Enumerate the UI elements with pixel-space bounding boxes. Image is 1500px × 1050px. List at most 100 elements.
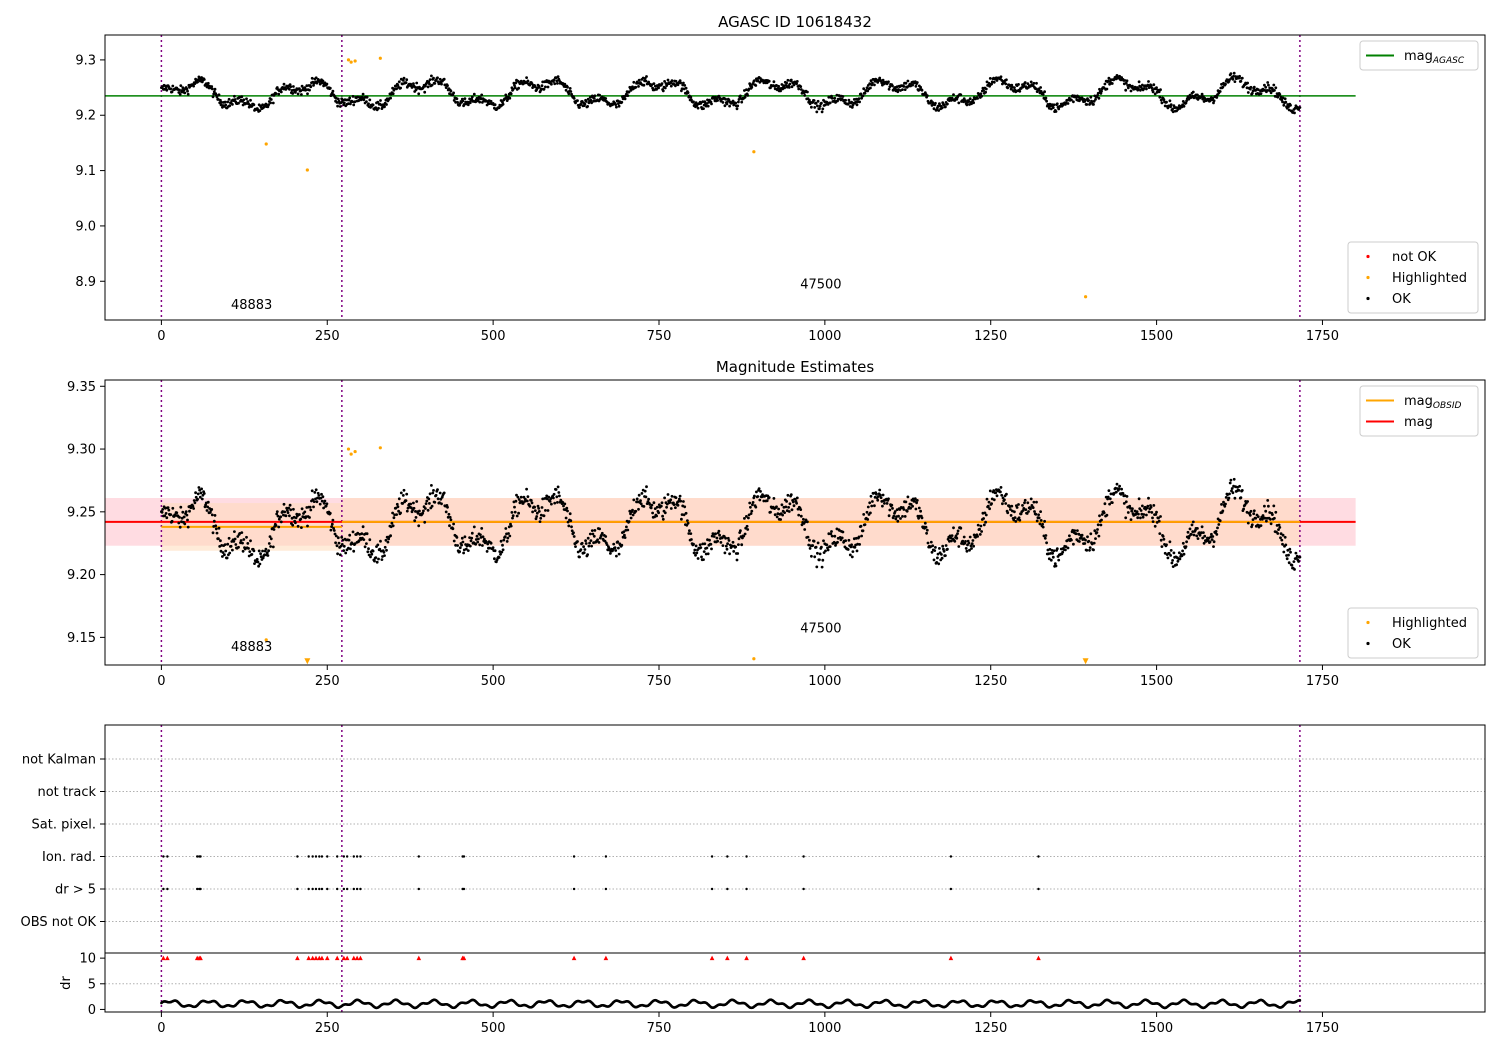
ok-point xyxy=(282,502,286,506)
ok-point xyxy=(417,524,421,528)
ok-point xyxy=(789,78,793,82)
ok-point xyxy=(1151,90,1155,94)
ok-point xyxy=(279,90,283,94)
ok-point xyxy=(1000,493,1004,497)
ok-point xyxy=(486,542,490,546)
ok-point xyxy=(857,97,861,100)
ok-point xyxy=(1273,89,1276,92)
ok-point xyxy=(1124,88,1128,92)
ok-point xyxy=(519,495,523,499)
ok-point xyxy=(982,523,986,527)
ok-point xyxy=(747,516,750,520)
ok-point xyxy=(590,544,593,548)
ok-point xyxy=(1142,513,1146,516)
ok-point xyxy=(689,95,693,99)
highlighted-point xyxy=(349,60,353,64)
obsid-label: 47500 xyxy=(800,277,841,292)
ok-point xyxy=(790,85,794,89)
ok-point xyxy=(982,89,985,92)
ok-point xyxy=(436,488,439,491)
ok-point xyxy=(525,499,529,503)
ok-point xyxy=(347,538,351,542)
flag-point xyxy=(166,855,169,858)
ok-point xyxy=(604,535,608,538)
ok-point xyxy=(699,102,703,105)
x-tick-label: 1750 xyxy=(1306,674,1339,689)
ok-point xyxy=(542,514,546,518)
ok-point xyxy=(1267,504,1270,508)
ok-point xyxy=(337,541,341,545)
ok-point xyxy=(1195,534,1199,538)
flag-point xyxy=(572,887,576,891)
ok-point xyxy=(920,516,924,520)
ok-point xyxy=(1188,93,1192,97)
ok-point xyxy=(423,520,427,524)
ok-point xyxy=(284,514,288,518)
ok-point xyxy=(797,87,801,91)
ok-point xyxy=(1231,491,1235,495)
ok-point xyxy=(272,528,276,531)
ok-point xyxy=(925,531,928,535)
ok-point xyxy=(303,86,307,89)
ok-point xyxy=(824,549,827,553)
ok-point xyxy=(816,551,819,555)
ok-point xyxy=(228,551,232,555)
ok-point xyxy=(661,517,665,521)
ok-point xyxy=(365,532,369,536)
flag-point xyxy=(710,887,714,891)
ok-point xyxy=(508,96,512,100)
ok-point xyxy=(333,532,337,536)
ok-point xyxy=(708,538,711,542)
ok-point xyxy=(1098,87,1101,91)
ok-point xyxy=(723,551,727,555)
ok-point xyxy=(1250,91,1254,95)
ok-point xyxy=(576,99,579,102)
ok-point xyxy=(698,543,702,547)
ok-point xyxy=(452,91,455,95)
ok-point xyxy=(814,545,818,549)
ok-point xyxy=(572,97,576,100)
ok-point xyxy=(1043,90,1046,94)
ok-point xyxy=(1131,507,1134,511)
ok-point xyxy=(1110,501,1114,504)
ok-point xyxy=(249,539,252,543)
ok-point xyxy=(404,499,408,502)
ok-point xyxy=(1284,100,1288,104)
ok-point xyxy=(716,539,719,543)
ok-point xyxy=(1092,103,1095,106)
ok-point xyxy=(888,508,892,512)
ok-point xyxy=(328,86,332,90)
ok-point xyxy=(513,84,516,87)
ok-point xyxy=(702,558,705,561)
ok-point xyxy=(501,543,504,547)
ok-point xyxy=(456,101,459,104)
ok-point xyxy=(710,547,713,551)
ok-point xyxy=(1061,550,1065,554)
ok-point xyxy=(178,93,182,96)
highlighted-point xyxy=(752,657,756,661)
ok-point xyxy=(879,496,883,499)
ok-point xyxy=(1267,83,1270,87)
ok-point xyxy=(1097,96,1101,100)
ok-point xyxy=(724,544,728,548)
ok-point xyxy=(1152,504,1156,507)
ok-point xyxy=(442,77,446,81)
ok-point xyxy=(237,101,240,105)
ok-point xyxy=(448,515,452,519)
ok-point xyxy=(964,540,967,543)
ok-point xyxy=(1264,85,1268,89)
ok-point xyxy=(509,92,513,96)
ok-point xyxy=(567,524,571,528)
ok-point xyxy=(866,518,870,521)
ok-point xyxy=(322,501,326,505)
ok-point xyxy=(517,511,520,515)
ok-point xyxy=(574,545,577,548)
highlighted-point xyxy=(752,150,756,154)
ok-point xyxy=(1117,487,1121,491)
ok-point xyxy=(261,103,264,107)
ok-point xyxy=(198,495,202,499)
ok-point xyxy=(160,510,164,514)
ok-points xyxy=(160,71,1302,115)
ok-point xyxy=(191,504,195,508)
ok-point xyxy=(896,519,900,523)
